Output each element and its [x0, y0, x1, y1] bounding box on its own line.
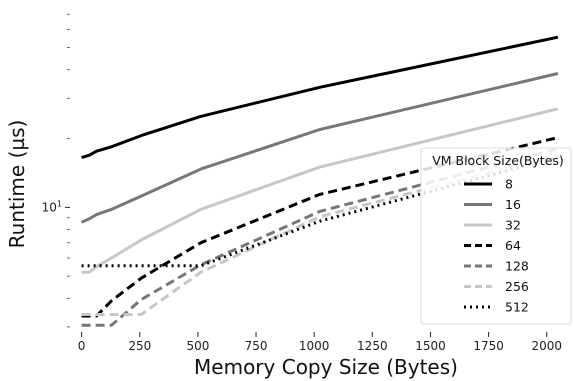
series-line-128: [81, 147, 559, 327]
legend-label-64: 64: [505, 238, 521, 253]
series-line-16: [80, 72, 559, 224]
x-tick-label: 2000: [531, 339, 562, 353]
x-tick-label: 750: [245, 339, 268, 353]
series-line-8: [81, 35, 559, 160]
legend-label-128: 128: [505, 259, 529, 274]
y-axis-title: Runtime (µs): [5, 120, 29, 249]
y-tick-label-base: 10: [42, 200, 57, 214]
y-tick-label: 101: [42, 199, 62, 214]
x-tick-label: 1000: [299, 339, 330, 353]
x-tick-label: 1750: [473, 339, 504, 353]
legend-label-16: 16: [505, 197, 521, 212]
legend-box: [420, 147, 572, 325]
y-tick-label-exponent: 1: [57, 199, 62, 208]
axes: 0 250 500 750 1000 1250 1500 1750 2000 101: [42, 13, 562, 353]
x-tick-label: 1250: [357, 339, 388, 353]
x-tick-label: 0: [78, 339, 86, 353]
series-layer: [80, 35, 559, 327]
series-line-256: [81, 153, 559, 316]
x-tick-label: 1500: [415, 339, 446, 353]
legend-label-512: 512: [505, 300, 529, 315]
legend: VM Block Size(Bytes) 8 16 32 64 128 256 512: [420, 147, 572, 325]
x-tick-label: 250: [128, 339, 151, 353]
x-tick-label: 500: [186, 339, 209, 353]
series-line-32: [81, 107, 559, 274]
legend-label-256: 256: [505, 279, 529, 294]
legend-label-8: 8: [505, 177, 513, 192]
legend-title: VM Block Size(Bytes): [432, 153, 564, 168]
x-axis-title: Memory Copy Size (Bytes): [194, 355, 458, 379]
legend-label-32: 32: [505, 218, 521, 233]
